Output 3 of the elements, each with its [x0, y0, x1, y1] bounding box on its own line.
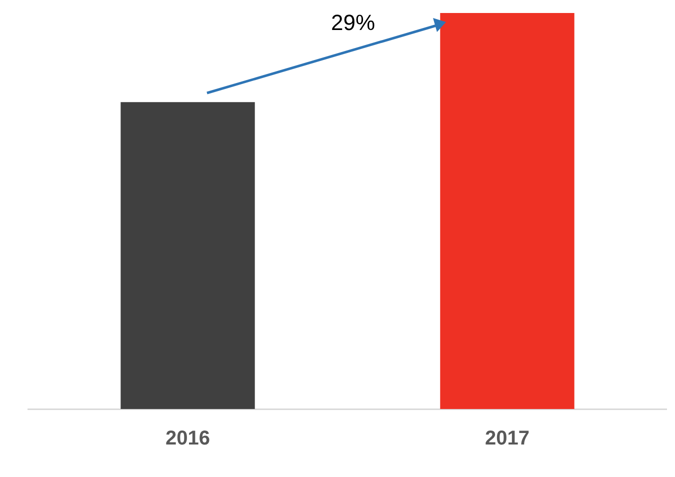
annotation: 29% — [330, 10, 376, 36]
x-tick-label: 2016 — [166, 428, 210, 450]
x-tick-label: 2017 — [485, 428, 530, 450]
